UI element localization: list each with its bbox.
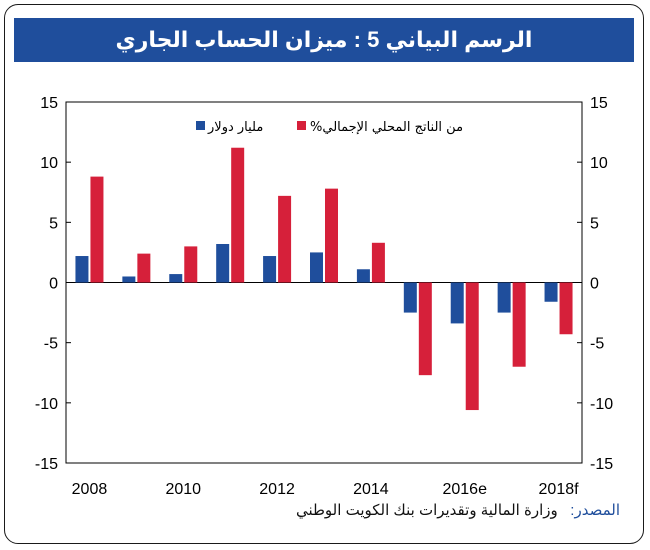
x-tick-label: 2014 xyxy=(353,481,389,498)
x-tick-label: 2008 xyxy=(72,481,108,498)
x-tick-label: 2016e xyxy=(442,481,487,498)
y-tick-label-right: 0 xyxy=(590,276,599,293)
bar-pct-gdp xyxy=(325,188,338,283)
y-tick-label-right: -15 xyxy=(590,456,613,473)
title-bar: الرسم البياني 5 : ميزان الحساب الجاري xyxy=(14,18,634,62)
legend-swatch xyxy=(297,121,306,130)
x-tick-label: 2010 xyxy=(165,481,201,498)
bar-pct-gdp xyxy=(231,147,245,283)
bar-usd-billion xyxy=(356,269,370,283)
chart-title: الرسم البياني 5 : ميزان الحساب الجاري xyxy=(115,27,533,52)
bar-pct-gdp xyxy=(559,282,573,335)
x-tick-label: 2012 xyxy=(259,481,295,498)
bar-usd-billion xyxy=(544,282,558,302)
x-tick-label: 2018f xyxy=(539,481,580,498)
bar-usd-billion xyxy=(450,282,464,324)
bar-usd-billion xyxy=(310,252,323,283)
legend-swatch xyxy=(196,121,205,130)
y-tick-label-left: -10 xyxy=(35,396,58,413)
bar-usd-billion xyxy=(497,282,511,313)
bar-pct-gdp xyxy=(90,176,104,283)
legend-label: %من الناتج المحلي الإجمالي xyxy=(310,120,463,135)
bar-usd-billion xyxy=(75,256,89,283)
y-tick-label-left: 0 xyxy=(49,276,58,293)
y-tick-label-left: -15 xyxy=(35,456,58,473)
source-note: المصدر: وزارة المالية وتقديرات بنك الكوي… xyxy=(296,501,620,519)
source-text: وزارة المالية وتقديرات بنك الكويت الوطني xyxy=(295,502,558,519)
y-tick-label-left: -5 xyxy=(44,336,58,353)
bar-pct-gdp xyxy=(512,282,526,367)
y-tick-label-right: 5 xyxy=(590,215,599,232)
y-tick-label-right: -5 xyxy=(590,336,604,353)
y-tick-label-right: 10 xyxy=(590,155,608,172)
bar-pct-gdp xyxy=(418,282,432,376)
bar-usd-billion xyxy=(216,243,230,283)
source-label: المصدر: xyxy=(570,502,620,519)
chart-frame xyxy=(4,4,644,544)
bar-pct-gdp xyxy=(137,253,151,283)
bar-pct-gdp xyxy=(184,246,198,283)
y-tick-label-left: 5 xyxy=(49,215,58,232)
bar-pct-gdp xyxy=(371,242,385,283)
bar-usd-billion xyxy=(122,276,136,283)
bar-usd-billion xyxy=(169,274,183,283)
bar-usd-billion xyxy=(403,282,417,313)
legend-label: مليار دولار xyxy=(207,120,263,135)
y-tick-label-right: -10 xyxy=(590,396,613,413)
bar-pct-gdp xyxy=(278,195,292,283)
y-tick-label-left: 10 xyxy=(40,155,58,172)
bar-pct-gdp xyxy=(465,282,479,411)
bar-usd-billion xyxy=(263,256,277,283)
y-tick-label-right: 15 xyxy=(590,95,608,112)
y-tick-label-left: 15 xyxy=(40,95,58,112)
